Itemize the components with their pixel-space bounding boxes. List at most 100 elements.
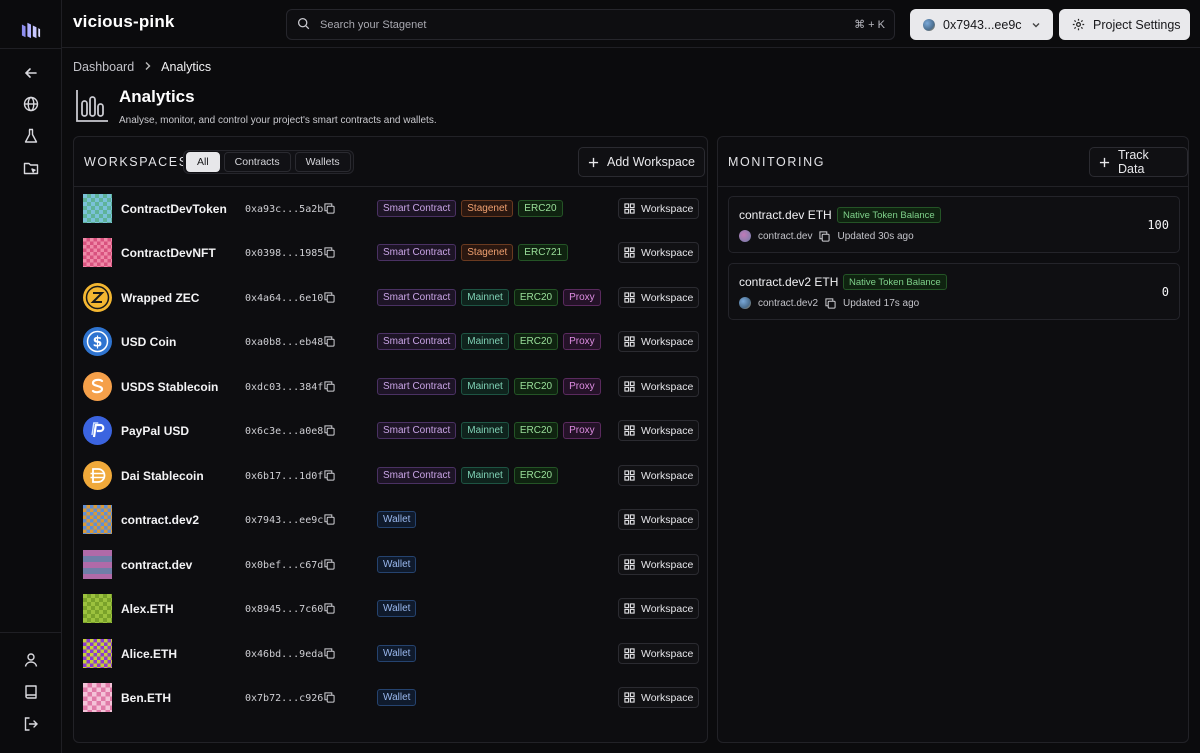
back-arrow-icon[interactable] — [21, 63, 41, 83]
tag-network: Mainnet — [461, 378, 509, 395]
open-workspace-button[interactable]: Workspace — [618, 643, 700, 664]
copy-icon[interactable] — [324, 470, 335, 484]
table-row[interactable]: contract.dev 0x0bef...c67d Wallet Worksp… — [74, 542, 707, 586]
workspace-address: 0x0bef...c67d — [245, 560, 324, 571]
tag-list: Smart Contract Mainnet ERC20 — [377, 467, 559, 484]
tag-list: Smart Contract Stagenet ERC721 — [377, 244, 569, 261]
workspace-button-label: Workspace — [641, 647, 694, 660]
open-workspace-button[interactable]: Workspace — [618, 687, 700, 708]
folder-icon[interactable] — [21, 158, 41, 178]
sidebar-divider — [0, 632, 62, 633]
table-row[interactable]: ContractDevNFT 0x0398...1985 Smart Contr… — [74, 230, 707, 274]
table-row[interactable]: contract.dev2 0x7943...ee9c Wallet Works… — [74, 497, 707, 541]
monitor-card-title: contract.dev2 ETH — [739, 275, 839, 289]
open-workspace-button[interactable]: Workspace — [618, 554, 700, 575]
project-settings-button[interactable]: Project Settings — [1059, 9, 1190, 40]
avatar — [83, 639, 112, 668]
copy-icon[interactable] — [324, 381, 335, 395]
filter-wallets[interactable]: Wallets — [294, 152, 351, 172]
avatar — [83, 238, 112, 267]
tag-smart-contract: Smart Contract — [377, 467, 457, 484]
tag-network: Mainnet — [461, 467, 509, 484]
workspace-filter: All Contracts Wallets — [183, 150, 354, 174]
gear-icon — [1072, 18, 1085, 31]
workspace-name: USDS Stablecoin — [121, 380, 219, 394]
workspace-address: 0x7b72...c926 — [245, 693, 324, 704]
search-input[interactable] — [320, 18, 790, 31]
workspace-address: 0x46bd...9eda — [245, 649, 324, 660]
logout-icon[interactable] — [21, 714, 41, 734]
flask-icon[interactable] — [21, 126, 41, 146]
workspace-button-label: Workspace — [641, 558, 694, 571]
workspace-name: Alice.ETH — [121, 647, 178, 661]
open-workspace-button[interactable]: Workspace — [618, 420, 700, 441]
monitor-card-updated: Updated 17s ago — [843, 297, 920, 309]
workspaces-title: WORKSPACES — [84, 155, 189, 169]
tag-proxy: Proxy — [563, 422, 601, 439]
open-workspace-button[interactable]: Workspace — [618, 198, 700, 219]
table-row[interactable]: PayPal USD 0x6c3e...a0e8 Smart Contract … — [74, 408, 707, 452]
search-bar[interactable]: ⌘ + K — [286, 9, 895, 40]
track-data-button[interactable]: Track Data — [1089, 147, 1188, 177]
copy-icon[interactable] — [324, 648, 335, 662]
add-workspace-button[interactable]: Add Workspace — [578, 147, 706, 177]
open-workspace-button[interactable]: Workspace — [618, 465, 700, 486]
breadcrumb-dashboard[interactable]: Dashboard — [73, 60, 135, 74]
copy-icon[interactable] — [324, 559, 335, 573]
copy-icon[interactable] — [324, 692, 335, 706]
filter-contracts[interactable]: Contracts — [223, 152, 291, 172]
avatar — [739, 230, 751, 242]
copy-icon[interactable] — [324, 292, 335, 306]
filter-all[interactable]: All — [186, 152, 220, 172]
workspace-address: 0xa0b8...eb48 — [245, 337, 324, 348]
monitor-card-value: 100 — [1147, 218, 1169, 232]
monitor-card[interactable]: contract.dev2 ETH Native Token Balance c… — [728, 263, 1180, 320]
table-row[interactable]: Alex.ETH 0x8945...7c60 Wallet Workspace — [74, 586, 707, 630]
copy-icon[interactable] — [324, 514, 335, 528]
copy-icon[interactable] — [324, 247, 335, 261]
copy-icon[interactable] — [819, 230, 831, 242]
table-row[interactable]: Ben.ETH 0x7b72...c926 Wallet Workspace — [74, 675, 707, 719]
project-name[interactable]: vicious-pink — [73, 12, 175, 31]
open-workspace-button[interactable]: Workspace — [618, 287, 700, 308]
wallet-selector-button[interactable]: 0x7943...ee9c — [910, 9, 1053, 40]
open-workspace-button[interactable]: Workspace — [618, 242, 700, 263]
table-row[interactable]: Alice.ETH 0x46bd...9eda Wallet Workspace — [74, 631, 707, 675]
avatar: $ — [83, 327, 112, 356]
copy-icon[interactable] — [324, 203, 335, 217]
workspace-button-label: Workspace — [641, 202, 694, 215]
monitor-card-source: contract.dev — [758, 230, 813, 242]
workspace-address: 0x6c3e...a0e8 — [245, 426, 324, 437]
open-workspace-button[interactable]: Workspace — [618, 598, 700, 619]
tag-wallet: Wallet — [377, 689, 417, 706]
table-row[interactable]: USDS Stablecoin 0xdc03...384f Smart Cont… — [74, 364, 707, 408]
tag-standard: ERC20 — [513, 422, 559, 439]
page-subtitle: Analyse, monitor, and control your proje… — [119, 115, 437, 126]
open-workspace-button[interactable]: Workspace — [618, 376, 700, 397]
monitor-card-source: contract.dev2 — [758, 297, 819, 309]
tag-list: Wallet — [377, 600, 417, 617]
table-row[interactable]: $ USD Coin 0xa0b8...eb48 Smart Contract … — [74, 319, 707, 363]
avatar — [83, 372, 112, 401]
table-row[interactable]: ContractDevToken 0xa93c...5a2b Smart Con… — [74, 186, 707, 230]
copy-icon[interactable] — [324, 425, 335, 439]
open-workspace-button[interactable]: Workspace — [618, 509, 700, 530]
tag-wallet: Wallet — [377, 600, 417, 617]
logo-icon[interactable] — [21, 20, 41, 40]
copy-icon[interactable] — [324, 336, 335, 350]
tag-network: Mainnet — [461, 289, 509, 306]
user-icon[interactable] — [21, 650, 41, 670]
globe-icon[interactable] — [21, 94, 41, 114]
tag-network: Mainnet — [461, 422, 509, 439]
tag-network: Stagenet — [461, 244, 514, 261]
book-icon[interactable] — [21, 682, 41, 702]
tag-smart-contract: Smart Contract — [377, 333, 457, 350]
table-row[interactable]: Dai Stablecoin 0x6b17...1d0f Smart Contr… — [74, 453, 707, 497]
table-row[interactable]: Wrapped ZEC 0x4a64...6e10 Smart Contract… — [74, 275, 707, 319]
tag-network: Mainnet — [461, 333, 509, 350]
copy-icon[interactable] — [324, 603, 335, 617]
copy-icon[interactable] — [825, 297, 836, 309]
tag-proxy: Proxy — [563, 289, 601, 306]
open-workspace-button[interactable]: Workspace — [618, 331, 700, 352]
monitor-card[interactable]: contract.dev ETH Native Token Balance co… — [728, 196, 1180, 253]
